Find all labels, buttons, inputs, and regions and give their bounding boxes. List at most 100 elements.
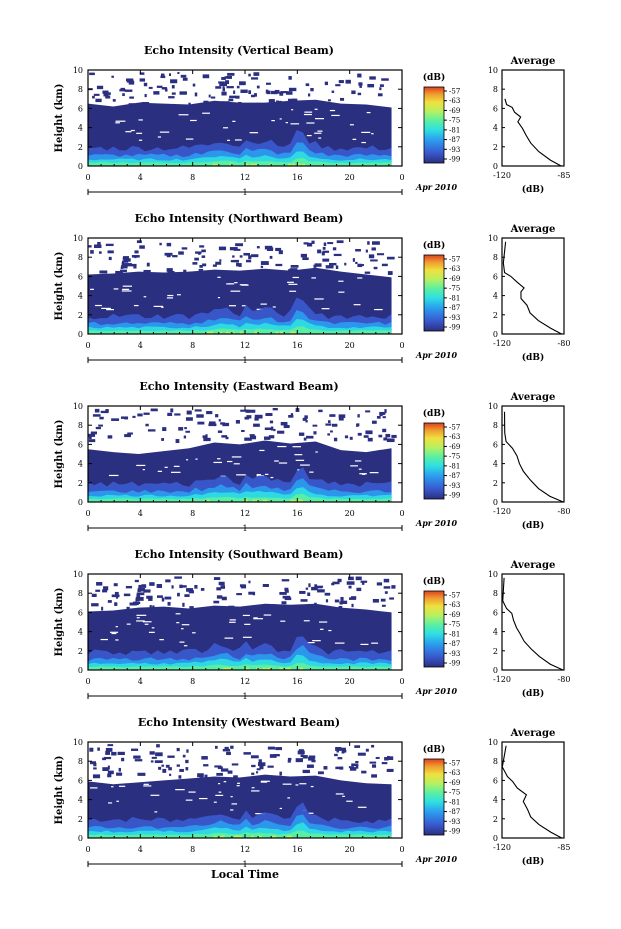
x-tick-label: 4 (138, 173, 143, 182)
echo-patch (248, 73, 251, 77)
x-tick-label: 16 (292, 341, 302, 350)
echo-patch (384, 756, 389, 761)
echo-patch (264, 427, 273, 431)
echo-patch (264, 436, 271, 440)
y-tick-label: 2 (78, 479, 83, 488)
echo-patch (325, 599, 329, 603)
echo-patch (120, 416, 129, 419)
avg-profile-line (501, 745, 563, 839)
echo-patch (90, 431, 98, 435)
echo-gap (303, 113, 312, 116)
echo-patch (202, 263, 207, 267)
colorbar-tick-label: -75 (449, 117, 460, 125)
echo-patch (216, 595, 223, 599)
echo-patch (361, 581, 365, 585)
echo-patch (383, 586, 391, 589)
echo-patch (304, 415, 308, 419)
echo-patch (213, 600, 220, 604)
echo-gap (236, 785, 240, 787)
echo-layer (88, 326, 392, 334)
echo-gap (164, 466, 168, 468)
echo-peak (289, 331, 293, 334)
echo-patch (348, 766, 355, 769)
x-tick-label: 20 (345, 341, 355, 350)
echo-patch (308, 756, 315, 761)
echo-patch (105, 243, 114, 247)
echo-patch (231, 763, 239, 766)
echo-patch (225, 80, 230, 85)
echo-patch (327, 242, 334, 245)
echo-patch (124, 434, 131, 438)
echo-patch (220, 585, 226, 589)
echo-patch (89, 747, 94, 752)
echo-patch (255, 771, 259, 774)
echo-gap (142, 621, 152, 623)
avg-y-tick-label: 4 (493, 292, 498, 301)
panel-2: Echo Intensity (Eastward Beam)0246810Hei… (54, 380, 570, 533)
avg-y-tick-label: 0 (493, 834, 498, 843)
echo-peak (206, 331, 210, 334)
echo-patch (389, 597, 394, 600)
echo-patch (224, 76, 230, 79)
echo-patch (288, 87, 297, 92)
echo-patch (199, 264, 203, 268)
echo-patch (189, 606, 194, 610)
avg-y-tick-label: 2 (493, 479, 498, 488)
echo-patch (156, 744, 160, 748)
echo-patch (153, 91, 160, 95)
echo-patch (376, 582, 383, 586)
echo-gap (179, 641, 185, 643)
avg-y-tick-label: 2 (493, 311, 498, 320)
avg-x-tick-label: -80 (558, 675, 571, 684)
echo-patch (107, 600, 112, 603)
echo-patch (136, 592, 145, 596)
echo-gap (244, 623, 251, 625)
echo-patch (235, 420, 240, 424)
avg-y-tick-label: 8 (493, 589, 498, 598)
y-tick-label: 6 (78, 272, 83, 281)
echo-gap (213, 461, 223, 464)
day-label: 1 (242, 524, 247, 533)
echo-patch (204, 774, 208, 778)
echo-patch (340, 600, 348, 604)
echo-gap (353, 304, 361, 306)
echo-patch (196, 414, 204, 418)
echo-patch (247, 409, 256, 413)
echo-gap (233, 463, 240, 465)
echo-peak (258, 835, 262, 838)
echo-patch (98, 424, 103, 427)
avg-x-label: (dB) (522, 184, 544, 195)
echo-patch (376, 416, 381, 419)
echo-patch (289, 268, 298, 272)
y-tick-label: 4 (78, 124, 83, 133)
y-tick-label: 0 (78, 162, 83, 171)
echo-patch (96, 85, 104, 90)
echo-patch (123, 263, 132, 267)
echo-patch (192, 83, 196, 87)
echo-patch (386, 438, 395, 443)
echo-patch (290, 413, 294, 417)
echo-patch (381, 263, 388, 267)
echo-patch (327, 99, 331, 102)
echo-patch (164, 596, 172, 600)
echo-patch (215, 414, 219, 418)
echo-patch (367, 83, 375, 88)
x-tick-label: 0 (399, 677, 404, 686)
y-tick-label: 10 (73, 234, 83, 243)
echo-patch (244, 437, 252, 441)
avg-y-tick-label: 0 (493, 498, 498, 507)
echo-patch (112, 99, 116, 102)
colorbar (423, 590, 445, 668)
echo-patch (355, 576, 362, 581)
echo-gap (133, 304, 139, 307)
echo-patch (136, 593, 141, 598)
echo-patch (165, 764, 170, 768)
avg-y-tick-label: 6 (493, 272, 498, 281)
echo-patch (171, 92, 176, 95)
avg-y-tick-label: 6 (493, 104, 498, 113)
echo-gap (287, 281, 294, 283)
echo-gap (335, 445, 339, 447)
colorbar-tick-label: -87 (449, 808, 460, 816)
x-tick-label: 0 (399, 341, 404, 350)
echo-patch (161, 438, 164, 441)
